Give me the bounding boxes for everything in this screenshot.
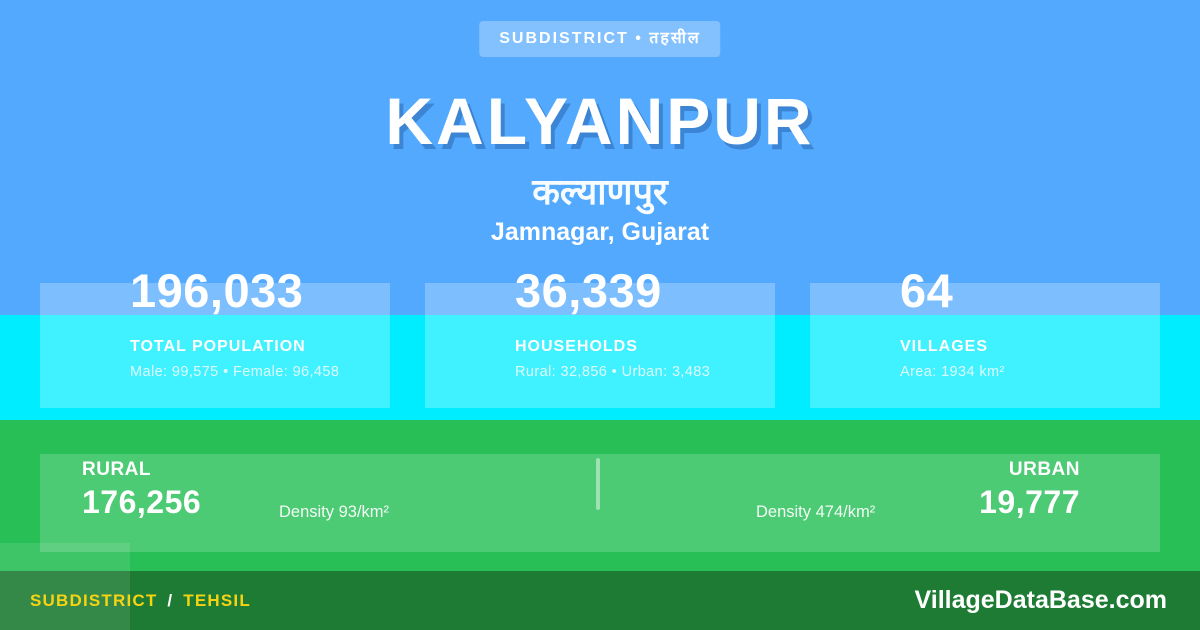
- stat-detail: Rural: 32,856 • Urban: 3,483: [515, 364, 711, 380]
- rural-density: Density 93/km²: [279, 503, 390, 521]
- brand-wordmark: VillageDataBase.com: [914, 586, 1167, 614]
- stat-label: VILLAGES: [900, 338, 989, 355]
- urban-value: 19,777: [979, 484, 1080, 520]
- stat-value: 36,339: [515, 264, 662, 317]
- rural-value: 176,256: [82, 484, 202, 520]
- stat-value: 64: [900, 264, 954, 317]
- page-title-native: कल्याणपुर: [532, 171, 668, 212]
- background-green-band: [0, 420, 1200, 571]
- urban-label: URBAN: [1008, 459, 1080, 480]
- location-subtitle: Jamnagar, Gujarat: [490, 218, 710, 246]
- rural-urban-panel: [40, 454, 1160, 552]
- rural-label: RURAL: [82, 459, 151, 480]
- footer-type-primary: SUBDISTRICT: [30, 591, 158, 610]
- urban-density: Density 474/km²: [756, 503, 876, 521]
- stat-value: 196,033: [130, 264, 304, 317]
- corner-decor-square: [0, 543, 130, 630]
- type-badge-label: SUBDISTRICT • तहसील: [499, 30, 701, 47]
- stat-card-total-population: 196,033 TOTAL POPULATION Male: 99,575 • …: [40, 267, 390, 408]
- stat-label: TOTAL POPULATION: [130, 338, 306, 355]
- background-cyan-band: [0, 315, 1200, 420]
- footer-type-separator: /: [167, 591, 174, 610]
- stat-card-villages: 64 VILLAGES Area: 1934 km²: [810, 267, 1160, 408]
- stat-detail: Area: 1934 km²: [900, 364, 1005, 380]
- type-badge: SUBDISTRICT • तहसील: [479, 21, 721, 57]
- stat-detail: Male: 99,575 • Female: 96,458: [130, 364, 340, 380]
- footer-bar: [0, 571, 1200, 630]
- stat-label: HOUSEHOLDS: [515, 338, 638, 355]
- rural-urban-divider: [596, 458, 600, 510]
- footer-type-secondary: TEHSIL: [183, 591, 251, 610]
- stat-card-households: 36,339 HOUSEHOLDS Rural: 32,856 • Urban:…: [425, 267, 775, 408]
- page-title: KALYANPUR: [385, 84, 815, 158]
- footer-type-label: SUBDISTRICT / TEHSIL: [30, 591, 251, 611]
- background-blue-band: [0, 0, 1200, 315]
